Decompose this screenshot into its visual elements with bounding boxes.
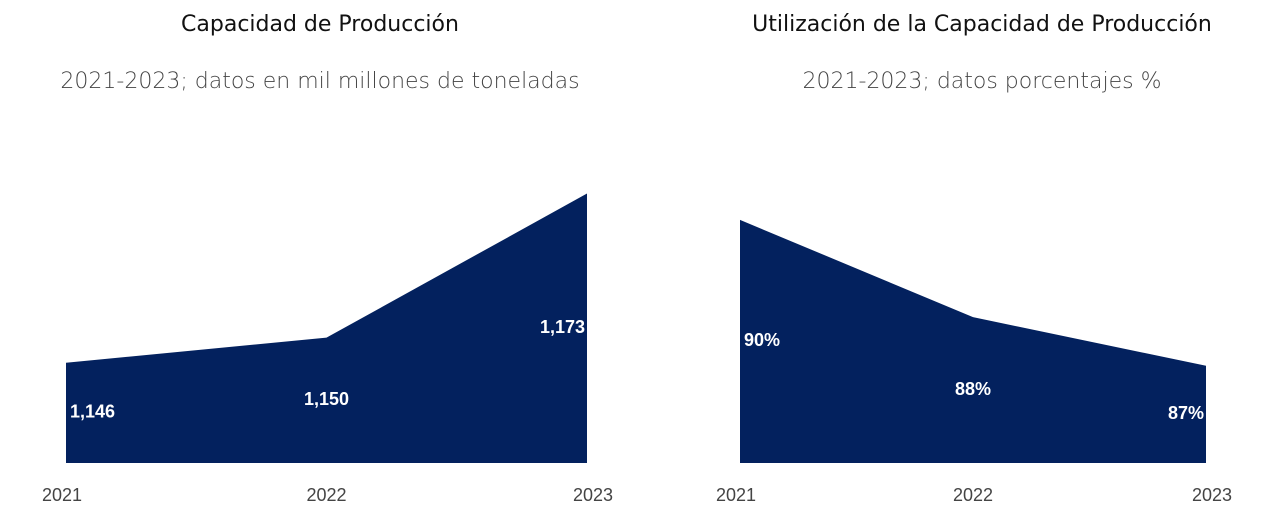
data-label: 1,173 [540, 317, 585, 337]
data-label: 87% [1168, 403, 1204, 423]
x-tick-label: 2022 [306, 485, 346, 505]
data-label: 1,150 [304, 389, 349, 409]
chart-subtitle: 2021-2023; datos en mil millones de tone… [60, 69, 579, 94]
x-tick-label: 2023 [573, 485, 613, 505]
x-tick-label: 2021 [716, 485, 756, 505]
data-label: 1,146 [70, 402, 115, 422]
area [66, 193, 587, 464]
chart-subtitle: 2021-2023; datos porcentajes % [803, 69, 1162, 94]
x-tick-label: 2023 [1192, 485, 1232, 505]
chart-title: Utilización de la Capacidad de Producció… [752, 12, 1212, 37]
area [740, 219, 1206, 463]
data-label: 90% [744, 330, 780, 350]
x-tick-label: 2022 [953, 485, 993, 505]
data-label: 88% [955, 379, 991, 399]
x-tick-label: 2021 [42, 485, 82, 505]
chart-title: Capacidad de Producción [181, 12, 459, 37]
